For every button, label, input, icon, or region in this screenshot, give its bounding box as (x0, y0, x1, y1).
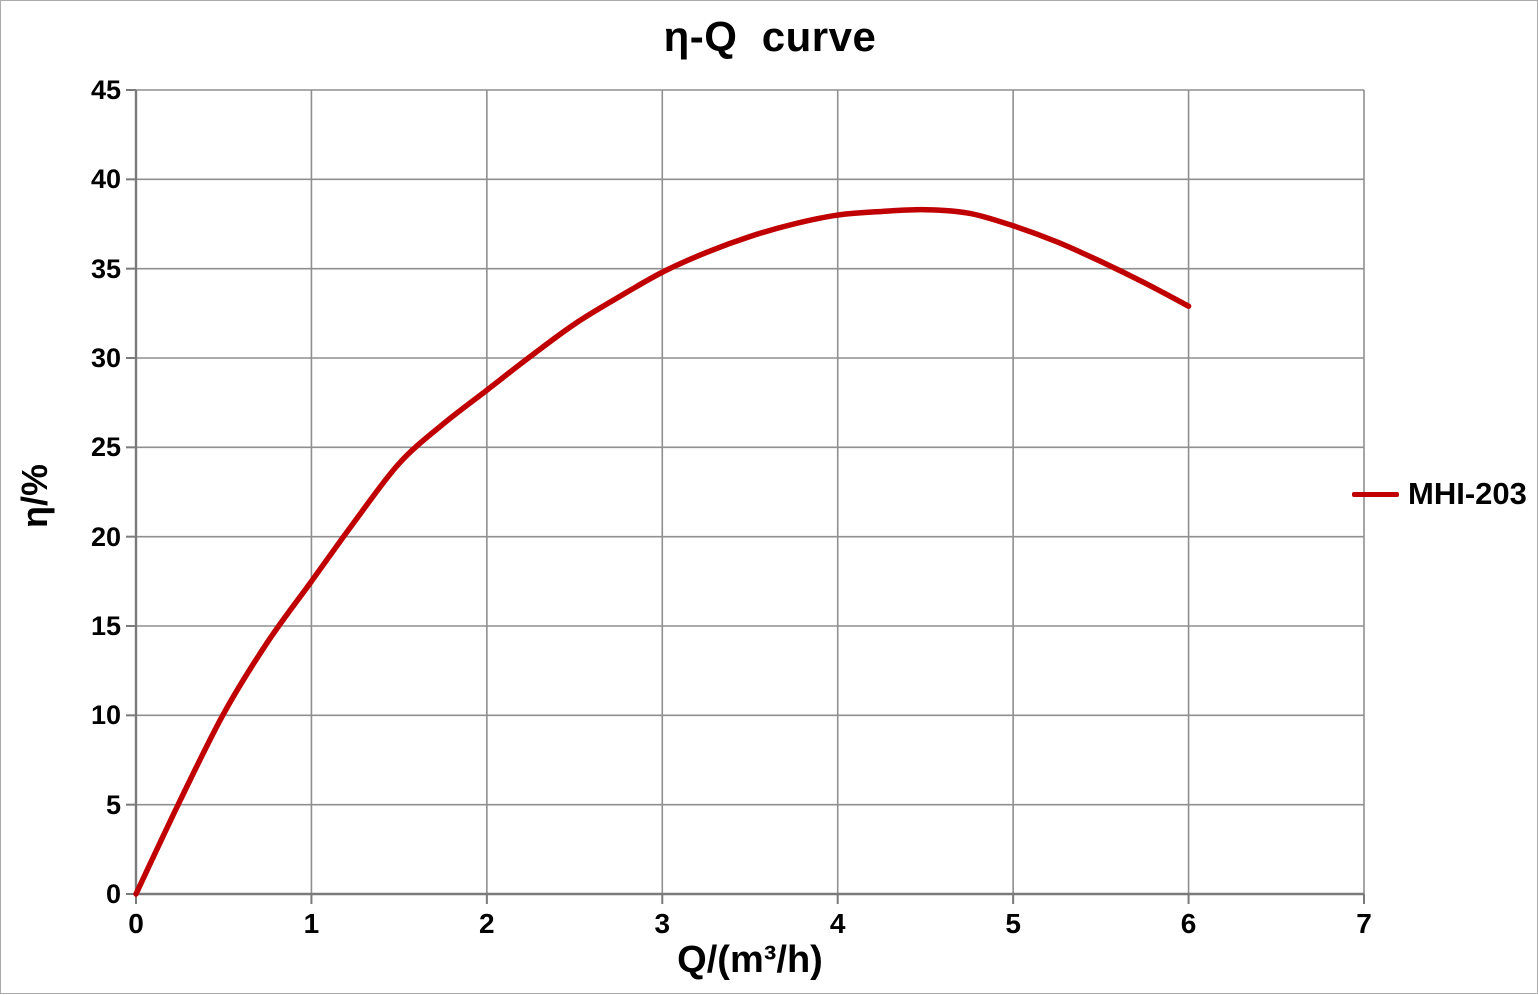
x-tick-label-0: 0 (128, 908, 144, 939)
y-tick-label-20: 20 (90, 521, 121, 552)
x-axis-title: Q/(m³/h) (677, 939, 823, 981)
x-tick-label-6: 6 (1180, 908, 1197, 939)
y-tick-label-40: 40 (90, 164, 121, 195)
y-axis-title: η/% (14, 463, 55, 529)
x-tick-label-4: 4 (829, 908, 846, 939)
x-tick-label-7: 7 (1356, 908, 1372, 939)
y-tick-label-15: 15 (90, 611, 121, 641)
y-tick-label-0: 0 (105, 879, 121, 909)
x-tick-label-2: 2 (479, 908, 495, 939)
y-tick-label-45: 45 (90, 75, 121, 105)
y-tick-label-25: 25 (90, 432, 121, 463)
legend-line-swatch (1352, 491, 1399, 497)
y-tick-label-35: 35 (90, 253, 121, 284)
legend: MHI-203 (1352, 476, 1527, 511)
y-tick-label-5: 5 (105, 789, 121, 820)
y-tick-label-30: 30 (90, 343, 121, 373)
x-tick-label-1: 1 (303, 908, 320, 939)
y-tick-label-10: 10 (90, 700, 121, 731)
chart-title: η-Q curve (663, 13, 877, 60)
series-curve-mhi-203 (133, 206, 1192, 897)
x-tick-label-3: 3 (654, 908, 671, 939)
legend-series-label: MHI-203 (1408, 476, 1527, 511)
x-tick-label-5: 5 (1005, 908, 1021, 939)
